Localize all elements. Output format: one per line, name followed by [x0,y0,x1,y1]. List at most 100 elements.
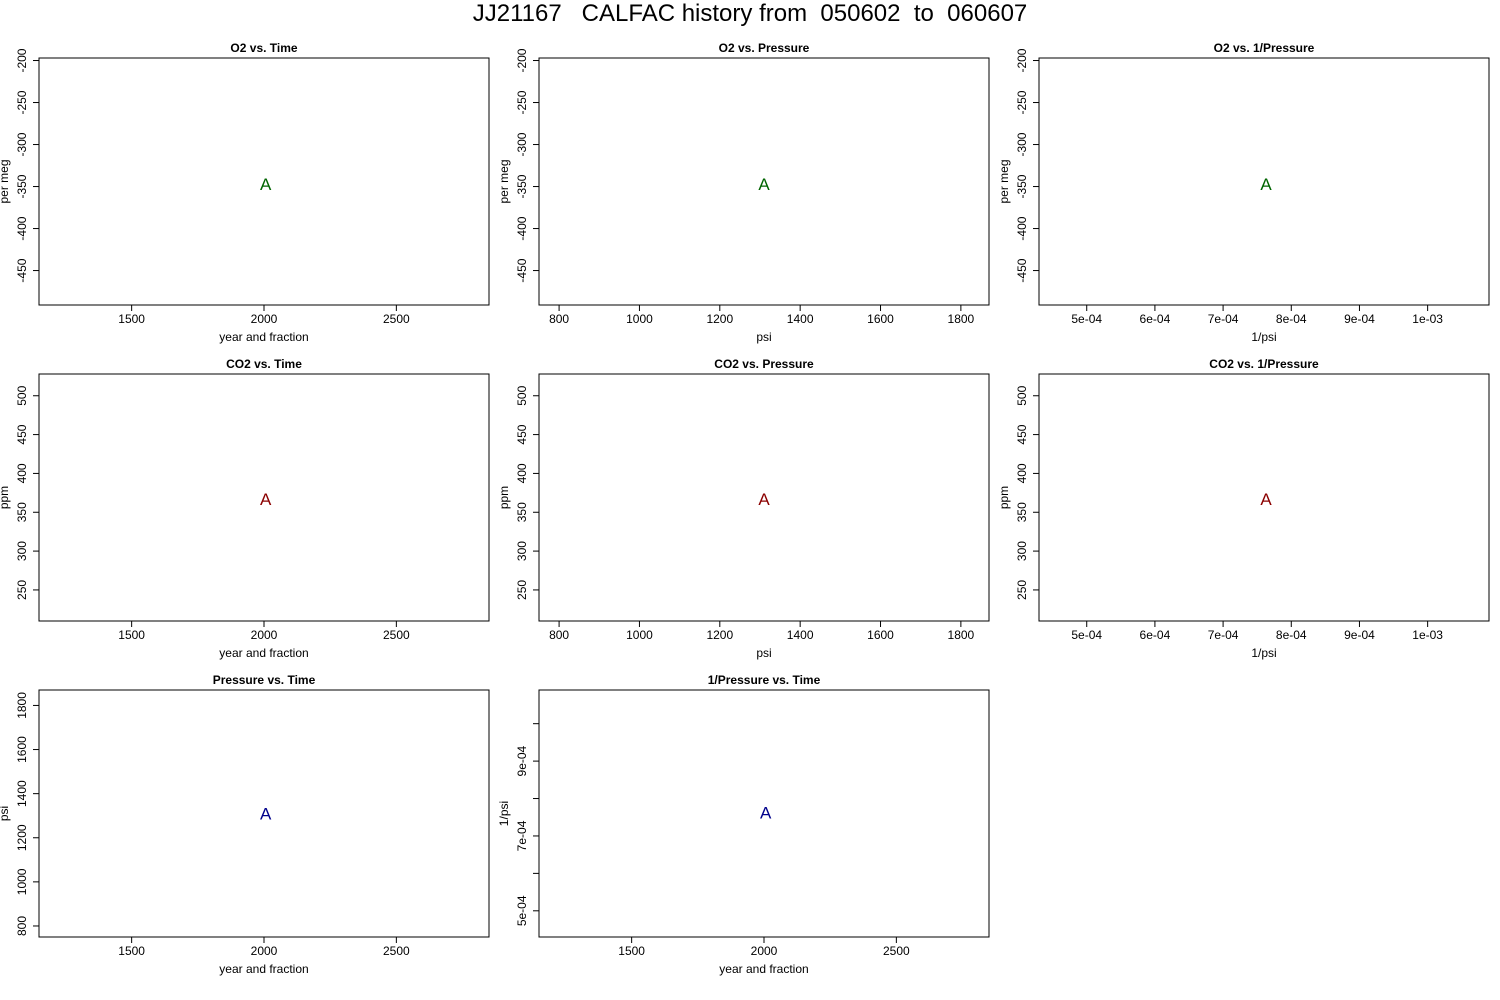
x-tick-label: 1200 [706,312,733,326]
panel-4: CO2 vs. Pressure 800 1000 1200 1400 1600 1800 p… [497,357,990,660]
x-tick-label: 1000 [626,628,653,642]
panel-title: O2 vs. 1/Pressure [1214,41,1315,55]
data-point: A [760,803,772,822]
y-tick-label: -300 [15,132,29,156]
y-tick-label: 1600 [15,736,29,763]
x-tick-label: 1000 [626,312,653,326]
y-tick-label: 800 [15,916,29,936]
x-tick-label: 5e-04 [1071,628,1102,642]
x-axis-label: year and fraction [719,962,808,976]
x-axis-label: year and fraction [219,962,308,976]
x-tick-label: 6e-04 [1140,312,1171,326]
data-point: A [1260,175,1272,194]
panel-title: 1/Pressure vs. Time [708,673,821,687]
y-tick-label: 1000 [15,868,29,895]
panel-6: Pressure vs. Time 1500 2000 2500 year and fr… [0,673,490,976]
y-tick-label: 500 [15,385,29,405]
panel-7: 1/Pressure vs. Time 1500 2000 2500 year and … [497,673,990,976]
y-tick-label: -450 [1015,258,1029,282]
y-tick-label: -200 [1015,48,1029,72]
x-tick-label: 7e-04 [1208,628,1239,642]
panel-title: CO2 vs. Time [226,357,302,371]
y-tick-label: -450 [15,258,29,282]
panel-0: O2 vs. Time 1500 2000 2500 year and fraction… [0,41,490,344]
panel-title: CO2 vs. 1/Pressure [1209,357,1319,371]
data-point: A [1260,490,1272,509]
y-tick-label: -300 [1015,132,1029,156]
y-tick-label: 5e-04 [515,895,529,926]
panel-5: CO2 vs. 1/Pressure 5e-04 6e-04 7e-04 8e-04 9e… [997,357,1490,660]
main-title: JJ21167 CALFAC history from 050602 to 06… [472,0,1028,27]
x-tick-label: 5e-04 [1071,312,1102,326]
x-tick-label: 800 [549,628,569,642]
y-tick-label: 1800 [15,692,29,719]
y-tick-label: 9e-04 [515,745,529,776]
x-tick-label: 9e-04 [1344,628,1375,642]
x-tick-label: 2000 [251,312,278,326]
y-tick-label: 1200 [15,824,29,851]
x-tick-label: 2000 [751,944,778,958]
x-tick-label: 2000 [251,944,278,958]
y-axis-label: 1/psi [497,801,511,826]
panel-2: O2 vs. 1/Pressure 5e-04 6e-04 7e-04 8e-04 9e-… [997,41,1490,344]
y-tick-label: 450 [15,424,29,444]
y-tick-label: -350 [515,174,529,198]
x-tick-label: 2000 [251,628,278,642]
y-tick-label: 350 [15,502,29,522]
plot-frame [538,373,990,622]
data-point: A [260,175,272,194]
y-tick-label: 500 [1015,385,1029,405]
y-tick-label: 500 [515,385,529,405]
y-tick-label: -400 [15,216,29,240]
data-point: A [758,175,770,194]
panel-1: O2 vs. Pressure 800 1000 1200 1400 1600 1800 ps… [497,41,990,344]
data-point: A [260,805,272,824]
y-tick-label: 300 [1015,541,1029,561]
x-tick-label: 800 [549,312,569,326]
x-tick-label: 1600 [867,628,894,642]
y-axis-label: per meg [0,159,11,203]
x-tick-label: 1500 [618,944,645,958]
panel-title: O2 vs. Pressure [719,41,810,55]
x-axis-label: year and fraction [219,646,308,660]
x-tick-label: 1400 [787,312,814,326]
y-tick-label: -400 [515,216,529,240]
x-axis-label: year and fraction [219,330,308,344]
y-tick-label: 7e-04 [515,820,529,851]
x-tick-label: 8e-04 [1276,312,1307,326]
x-tick-label: 1200 [706,628,733,642]
panel-3: CO2 vs. Time 1500 2000 2500 year and fractio… [0,357,490,660]
y-tick-label: 400 [1015,463,1029,483]
y-axis-label: per meg [497,159,511,203]
y-tick-label: -250 [1015,90,1029,114]
x-tick-label: 8e-04 [1276,628,1307,642]
x-tick-label: 2500 [383,944,410,958]
y-tick-label: 1400 [15,780,29,807]
x-tick-label: 1600 [867,312,894,326]
y-tick-label: 450 [515,424,529,444]
x-tick-label: 1400 [787,628,814,642]
y-tick-label: 400 [515,463,529,483]
y-tick-label: -400 [1015,216,1029,240]
data-point: A [758,490,770,509]
x-tick-label: 1800 [948,628,975,642]
y-tick-label: 450 [1015,424,1029,444]
panel-title: CO2 vs. Pressure [714,357,814,371]
panel-title: O2 vs. Time [230,41,297,55]
y-tick-label: -350 [1015,174,1029,198]
y-axis-label: per meg [997,159,1011,203]
y-tick-label: 350 [515,502,529,522]
x-tick-label: 1500 [118,944,145,958]
y-tick-label: -200 [515,48,529,72]
y-axis-label: ppm [997,486,1011,509]
x-tick-label: 7e-04 [1208,312,1239,326]
plot-frame [1038,57,1490,306]
x-axis-label: psi [756,646,771,660]
y-tick-label: 250 [1015,580,1029,600]
y-tick-label: -200 [15,48,29,72]
plot-frame [538,57,990,306]
y-axis-label: ppm [0,486,11,509]
y-tick-label: 350 [1015,502,1029,522]
plot-frame [1038,373,1490,622]
